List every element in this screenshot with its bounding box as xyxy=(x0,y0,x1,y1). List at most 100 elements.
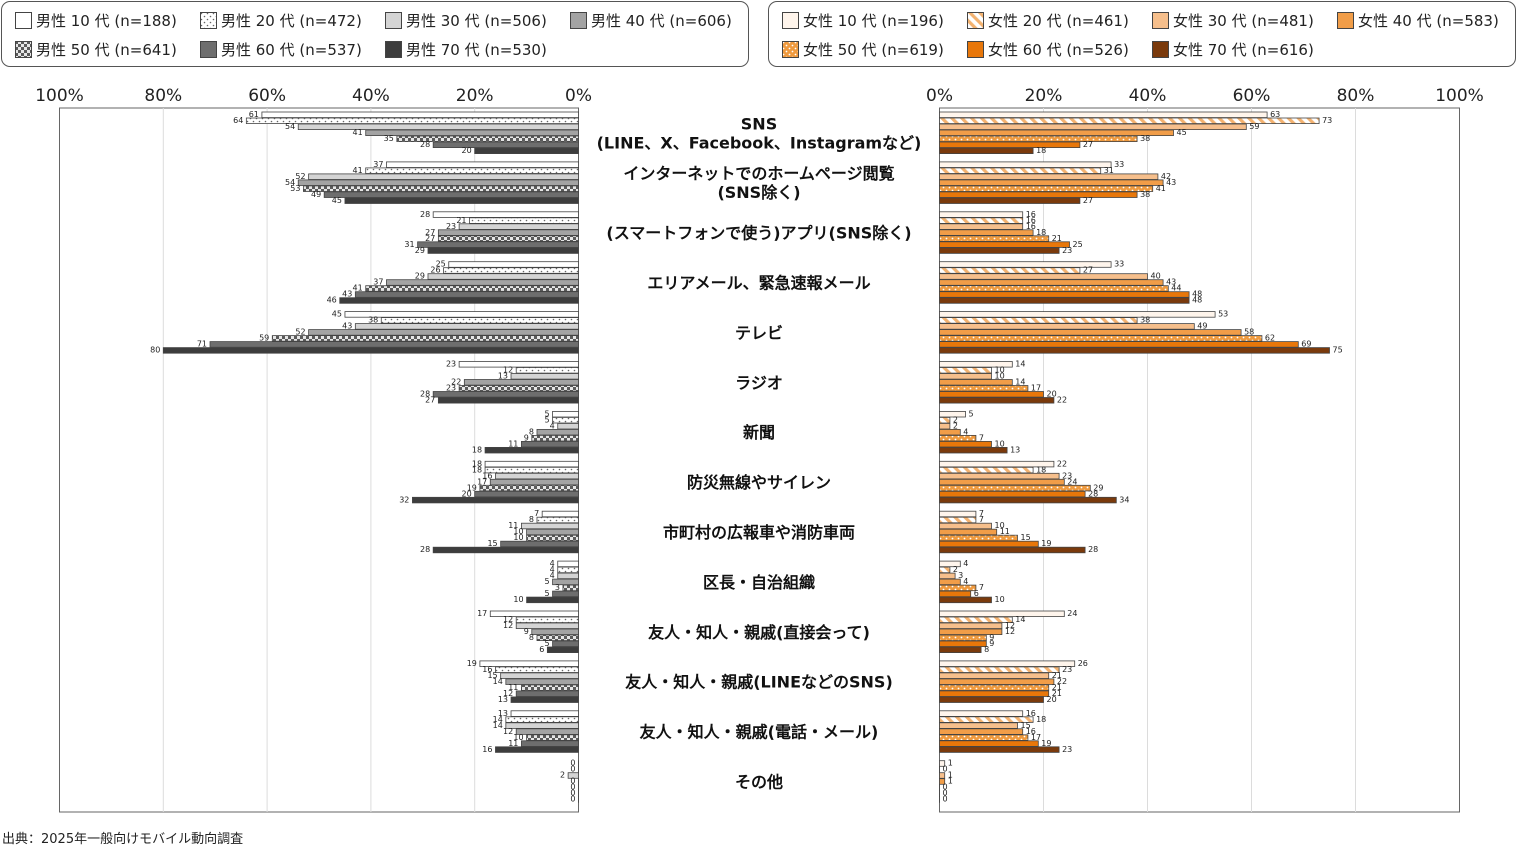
female-value-label: 75 xyxy=(1333,346,1343,355)
female-bar xyxy=(939,446,1008,454)
legend-label: 男性 30 代 (n=506) xyxy=(406,12,547,30)
female-value-label: 28 xyxy=(1088,489,1098,498)
male-value-label: 10 xyxy=(513,733,523,742)
female-value-label: 27 xyxy=(1083,196,1093,205)
female-bar xyxy=(939,566,951,574)
female-bar xyxy=(939,434,977,442)
male-value-label: 5 xyxy=(544,415,549,424)
female-bar xyxy=(939,572,956,580)
male-bar xyxy=(531,434,579,442)
female-bar xyxy=(939,578,961,586)
female-value-label: 10 xyxy=(995,521,1005,530)
female-value-label: 9 xyxy=(989,639,994,648)
female-value-label: 21 xyxy=(1052,671,1062,680)
female-axis-tick: 20% xyxy=(1025,86,1063,106)
female-value-label: 23 xyxy=(1062,745,1072,754)
female-value-label: 4 xyxy=(963,559,968,568)
category-label: エリアメール、緊急速報メール xyxy=(647,274,870,293)
female-bar xyxy=(939,534,1018,542)
male-value-label: 53 xyxy=(290,184,300,193)
female-bar xyxy=(939,678,1055,685)
female-value-label: 38 xyxy=(1140,316,1150,325)
male-bar xyxy=(515,728,579,735)
swatch-male-10s xyxy=(15,12,32,29)
legend-label: 女性 40 代 (n=583) xyxy=(1358,12,1499,30)
female-bar xyxy=(939,391,1044,398)
category-label: (SNS除く) xyxy=(717,183,800,202)
male-value-label: 2 xyxy=(560,771,565,780)
female-bar xyxy=(939,291,1190,298)
male-bar xyxy=(521,740,579,747)
male-bar xyxy=(427,247,579,254)
source-note: 出典：2025年一般向けモバイル動向調査 xyxy=(2,832,244,847)
swatch-female-40s xyxy=(1337,12,1354,29)
male-value-label: 23 xyxy=(446,384,456,393)
female-value-label: 27 xyxy=(1083,140,1093,149)
legend-item-female-20s: 女性 20 代 (n=461) xyxy=(967,10,1129,31)
female-value-label: 16 xyxy=(1026,210,1036,219)
female-bar xyxy=(939,367,992,374)
male-bar xyxy=(526,528,579,536)
male-bar xyxy=(500,672,579,679)
male-value-label: 5 xyxy=(544,577,549,586)
female-value-label: 14 xyxy=(1015,615,1025,624)
male-bar xyxy=(386,279,579,286)
female-bar xyxy=(939,466,1034,474)
category-label: (LINE、X、Facebook、Instagramなど) xyxy=(597,133,922,152)
female-bar xyxy=(939,716,1034,723)
female-bar xyxy=(939,111,1268,118)
female-bar xyxy=(939,279,1164,286)
male-bar xyxy=(344,197,579,204)
category-label: 友人・知人・親戚(電話・メール) xyxy=(640,723,879,742)
male-value-label: 18 xyxy=(472,459,482,468)
female-bar xyxy=(939,628,1003,635)
female-axis: 0% 20% 40% 60% 80% 100% xyxy=(926,86,1484,813)
female-value-label: 16 xyxy=(1026,222,1036,231)
male-bar xyxy=(303,185,579,192)
male-value-label: 27 xyxy=(425,234,435,243)
male-value-label: 19 xyxy=(467,483,477,492)
male-value-label: 52 xyxy=(295,172,305,181)
male-bar xyxy=(541,510,579,518)
female-value-label: 10 xyxy=(995,439,1005,448)
male-value-label: 10 xyxy=(513,533,523,542)
female-bar xyxy=(939,660,1076,667)
male-value-label: 14 xyxy=(493,677,503,686)
female-bar xyxy=(939,696,1044,703)
female-value-label: 0 xyxy=(943,765,948,774)
legend-label: 女性 20 代 (n=461) xyxy=(988,12,1129,30)
male-bar xyxy=(536,428,579,436)
male-bar xyxy=(521,522,579,530)
female-value-label: 31 xyxy=(1104,166,1114,175)
female-bar xyxy=(939,422,951,430)
male-value-label: 41 xyxy=(353,166,363,175)
legend-item-male-40s: 男性 40 代 (n=606) xyxy=(570,10,732,31)
female-value-label: 48 xyxy=(1192,296,1202,305)
female-value-label: 24 xyxy=(1067,477,1077,486)
male-bar xyxy=(474,490,579,498)
male-value-label: 14 xyxy=(493,721,503,730)
legend-item-female-60s: 女性 60 代 (n=526) xyxy=(967,39,1129,60)
female-value-label: 26 xyxy=(1078,659,1088,668)
female-bar xyxy=(939,428,961,436)
female-value-label: 19 xyxy=(1041,739,1051,748)
male-bar xyxy=(474,147,579,154)
male-value-label: 54 xyxy=(285,178,295,187)
category-label: SNS xyxy=(741,114,777,133)
male-bar xyxy=(432,546,579,554)
female-value-label: 22 xyxy=(1057,459,1067,468)
male-value-label: 12 xyxy=(503,727,513,736)
male-value-label: 3 xyxy=(555,583,560,592)
female-value-label: 73 xyxy=(1322,116,1332,125)
female-plot-frame xyxy=(939,107,1460,813)
male-bar xyxy=(552,410,579,418)
male-value-label: 28 xyxy=(420,545,430,554)
legend-label: 女性 10 代 (n=196) xyxy=(803,12,944,30)
male-bar xyxy=(495,746,579,753)
male-bar xyxy=(557,572,579,580)
legend-item-female-10s: 女性 10 代 (n=196) xyxy=(782,10,944,31)
male-axis-tick: 0% xyxy=(565,86,592,106)
male-value-label: 19 xyxy=(467,659,477,668)
female-bar xyxy=(939,341,1299,348)
swatch-male-30s xyxy=(385,12,402,29)
